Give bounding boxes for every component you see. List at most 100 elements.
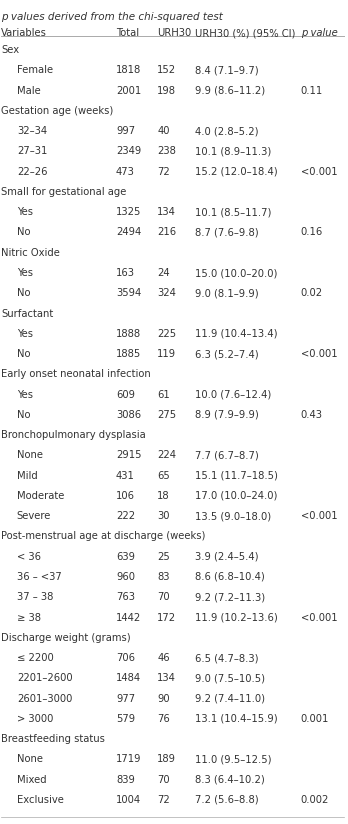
Text: 2001: 2001 — [116, 86, 141, 96]
Text: 24: 24 — [157, 268, 170, 278]
Text: 1818: 1818 — [116, 65, 141, 75]
Text: 76: 76 — [157, 714, 170, 723]
Text: 13.1 (10.4–15.9): 13.1 (10.4–15.9) — [195, 714, 277, 723]
Text: 30: 30 — [157, 511, 169, 522]
Text: 11.9 (10.2–13.6): 11.9 (10.2–13.6) — [195, 612, 277, 622]
Text: 0.001: 0.001 — [301, 714, 329, 723]
Text: 10.1 (8.5–11.7): 10.1 (8.5–11.7) — [195, 207, 271, 218]
Text: No: No — [17, 410, 30, 420]
Text: 275: 275 — [157, 410, 176, 420]
Text: 9.2 (7.4–11.0): 9.2 (7.4–11.0) — [195, 694, 265, 704]
Text: < 36: < 36 — [17, 552, 41, 562]
Text: 22–26: 22–26 — [17, 166, 47, 176]
Text: 134: 134 — [157, 207, 176, 218]
Text: 119: 119 — [157, 349, 176, 359]
Text: 3.9 (2.4–5.4): 3.9 (2.4–5.4) — [195, 552, 258, 562]
Text: 15.2 (12.0–18.4): 15.2 (12.0–18.4) — [195, 166, 277, 176]
Text: <0.001: <0.001 — [301, 511, 338, 522]
Text: 70: 70 — [157, 592, 170, 602]
Text: > 3000: > 3000 — [17, 714, 53, 723]
Text: ≥ 38: ≥ 38 — [17, 612, 41, 622]
Text: 32–34: 32–34 — [17, 126, 47, 136]
Text: 2494: 2494 — [116, 227, 141, 237]
Text: 9.0 (8.1–9.9): 9.0 (8.1–9.9) — [195, 288, 258, 298]
Text: 473: 473 — [116, 166, 135, 176]
Text: 15.0 (10.0–20.0): 15.0 (10.0–20.0) — [195, 268, 277, 278]
Text: 40: 40 — [157, 126, 169, 136]
Text: Gestation age (weeks): Gestation age (weeks) — [1, 106, 114, 116]
Text: Nitric Oxide: Nitric Oxide — [1, 248, 60, 258]
Text: 763: 763 — [116, 592, 135, 602]
Text: 222: 222 — [116, 511, 135, 522]
Text: Mild: Mild — [17, 471, 38, 480]
Text: Total: Total — [116, 29, 139, 39]
Text: 8.6 (6.8–10.4): 8.6 (6.8–10.4) — [195, 572, 264, 582]
Text: 65: 65 — [157, 471, 170, 480]
Text: 0.002: 0.002 — [301, 795, 329, 805]
Text: 839: 839 — [116, 775, 135, 784]
Text: 0.16: 0.16 — [301, 227, 323, 237]
Text: Breastfeeding status: Breastfeeding status — [1, 734, 105, 744]
Text: 8.9 (7.9–9.9): 8.9 (7.9–9.9) — [195, 410, 259, 420]
Text: 72: 72 — [157, 166, 170, 176]
Text: Small for gestational age: Small for gestational age — [1, 187, 127, 197]
Text: 1442: 1442 — [116, 612, 141, 622]
Text: Sex: Sex — [1, 45, 19, 55]
Text: 2601–3000: 2601–3000 — [17, 694, 72, 704]
Text: 6.3 (5.2–7.4): 6.3 (5.2–7.4) — [195, 349, 258, 359]
Text: 639: 639 — [116, 552, 135, 562]
Text: 134: 134 — [157, 673, 176, 683]
Text: Discharge weight (grams): Discharge weight (grams) — [1, 633, 131, 643]
Text: p values derived from the chi-squared test: p values derived from the chi-squared te… — [1, 12, 223, 22]
Text: 8.3 (6.4–10.2): 8.3 (6.4–10.2) — [195, 775, 264, 784]
Text: Yes: Yes — [17, 268, 33, 278]
Text: 189: 189 — [157, 754, 176, 765]
Text: 7.2 (5.6–8.8): 7.2 (5.6–8.8) — [195, 795, 258, 805]
Text: 10.1 (8.9–11.3): 10.1 (8.9–11.3) — [195, 147, 271, 157]
Text: Male: Male — [17, 86, 40, 96]
Text: None: None — [17, 451, 43, 461]
Text: 225: 225 — [157, 329, 176, 339]
Text: No: No — [17, 227, 30, 237]
Text: 27–31: 27–31 — [17, 147, 47, 157]
Text: Severe: Severe — [17, 511, 51, 522]
Text: 17.0 (10.0–24.0): 17.0 (10.0–24.0) — [195, 491, 277, 501]
Text: <0.001: <0.001 — [301, 349, 338, 359]
Text: <0.001: <0.001 — [301, 166, 338, 176]
Text: Female: Female — [17, 65, 53, 75]
Text: 2201–2600: 2201–2600 — [17, 673, 72, 683]
Text: 7.7 (6.7–8.7): 7.7 (6.7–8.7) — [195, 451, 259, 461]
Text: 36 – <37: 36 – <37 — [17, 572, 62, 582]
Text: Exclusive: Exclusive — [17, 795, 64, 805]
Text: 706: 706 — [116, 653, 135, 663]
Text: 431: 431 — [116, 471, 135, 480]
Text: 1885: 1885 — [116, 349, 141, 359]
Text: 224: 224 — [157, 451, 176, 461]
Text: 1888: 1888 — [116, 329, 141, 339]
Text: 163: 163 — [116, 268, 135, 278]
Text: 0.43: 0.43 — [301, 410, 323, 420]
Text: 18: 18 — [157, 491, 170, 501]
Text: 4.0 (2.8–5.2): 4.0 (2.8–5.2) — [195, 126, 258, 136]
Text: 2349: 2349 — [116, 147, 141, 157]
Text: Moderate: Moderate — [17, 491, 64, 501]
Text: 37 – 38: 37 – 38 — [17, 592, 53, 602]
Text: 9.9 (8.6–11.2): 9.9 (8.6–11.2) — [195, 86, 265, 96]
Text: Post-menstrual age at discharge (weeks): Post-menstrual age at discharge (weeks) — [1, 531, 206, 541]
Text: Early onset neonatal infection: Early onset neonatal infection — [1, 369, 151, 379]
Text: 216: 216 — [157, 227, 176, 237]
Text: 83: 83 — [157, 572, 169, 582]
Text: No: No — [17, 349, 30, 359]
Text: 609: 609 — [116, 390, 135, 400]
Text: <0.001: <0.001 — [301, 612, 338, 622]
Text: 1004: 1004 — [116, 795, 141, 805]
Text: 9.0 (7.5–10.5): 9.0 (7.5–10.5) — [195, 673, 265, 683]
Text: 3086: 3086 — [116, 410, 141, 420]
Text: 1484: 1484 — [116, 673, 141, 683]
Text: 2915: 2915 — [116, 451, 142, 461]
Text: 0.11: 0.11 — [301, 86, 323, 96]
Text: 997: 997 — [116, 126, 135, 136]
Text: 8.7 (7.6–9.8): 8.7 (7.6–9.8) — [195, 227, 258, 237]
Text: 61: 61 — [157, 390, 170, 400]
Text: 90: 90 — [157, 694, 170, 704]
